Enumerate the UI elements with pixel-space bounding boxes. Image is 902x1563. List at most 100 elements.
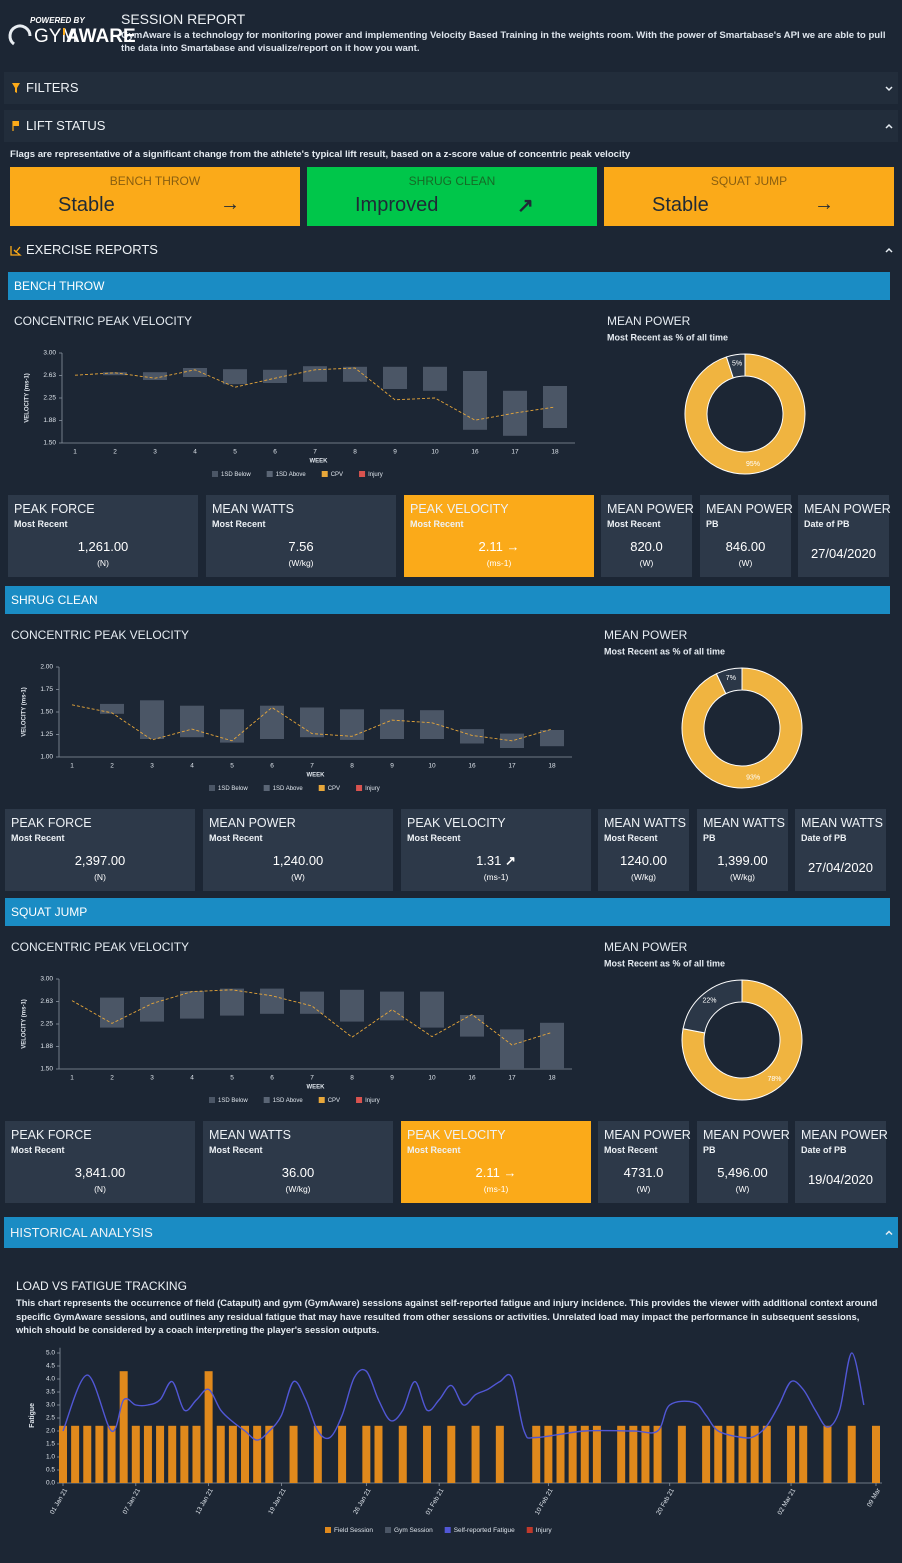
stat-value: 2,397.00	[5, 853, 195, 868]
status-card: SHRUG CLEAN Improved ↗	[307, 167, 597, 226]
section-bar[interactable]: LIFT STATUS	[4, 110, 898, 142]
stat-value: 2.11 →	[404, 539, 594, 554]
range-bar	[460, 729, 484, 744]
x-tick-label: 17	[508, 1075, 516, 1082]
donut-subtitle: Most Recent as % of all time	[607, 332, 728, 342]
legend-swatch	[325, 1527, 331, 1533]
stat-unit: (W/kg)	[729, 872, 756, 882]
x-tick-label: 4	[190, 763, 194, 770]
bar	[787, 1425, 796, 1483]
range-bar	[260, 988, 284, 1014]
x-tick-label: 3	[153, 449, 157, 456]
bar	[580, 1425, 589, 1483]
stat-sub: Most Recent	[11, 1145, 65, 1155]
stat-sub: Most Recent	[14, 519, 68, 529]
x-tick-label: 9	[393, 449, 397, 456]
y-tick-label: 1.50	[40, 1066, 53, 1073]
legend-swatch	[318, 1097, 325, 1103]
range-bar	[500, 733, 524, 748]
bar	[289, 1425, 298, 1483]
legend-label: 1SD Above	[276, 472, 307, 478]
stat-unit: (W)	[291, 872, 305, 882]
stat-value: 27/04/2020	[795, 860, 886, 875]
section-bar[interactable]: FILTERS	[4, 72, 898, 104]
bar	[799, 1425, 808, 1483]
x-axis-label: WEEK	[307, 1085, 326, 1091]
cpv-line	[71, 704, 553, 742]
stat-unit: (W)	[636, 1184, 651, 1194]
stat-unit: (N)	[97, 558, 109, 568]
stat-value: 27/04/2020	[798, 546, 889, 561]
stat-unit: (W/kg)	[630, 872, 657, 882]
stat-card: MEAN POWER Date of PB 27/04/2020	[798, 495, 891, 577]
stat-label: MEAN POWER	[706, 502, 793, 516]
bar	[253, 1425, 262, 1483]
y-tick-label: 2.63	[40, 998, 53, 1005]
bar	[702, 1425, 711, 1483]
bar	[192, 1425, 201, 1483]
x-tick-label: 3	[150, 1075, 154, 1082]
y-axis-label: Fatigue	[29, 1403, 36, 1428]
range-bar	[340, 709, 364, 740]
y-tick-label: 1.50	[43, 440, 56, 447]
stat-card: MEAN WATTS Most Recent 7.56 (W/kg)	[206, 495, 396, 577]
x-tick-label: 1	[73, 449, 77, 456]
bar	[241, 1425, 250, 1483]
stat-label: PEAK VELOCITY	[410, 502, 509, 516]
y-tick-label: 4.5	[46, 1363, 55, 1370]
donut-slice	[682, 979, 743, 1034]
bar	[726, 1425, 735, 1483]
stat-label: MEAN WATTS	[209, 1128, 291, 1142]
status-card: SQUAT JUMP Stable →	[604, 167, 894, 226]
stat-number: 2,397.00	[74, 853, 126, 868]
stat-sub: Most Recent	[212, 519, 266, 529]
stat-sub: Most Recent	[209, 1145, 263, 1155]
x-tick-label: 7	[310, 763, 314, 770]
range-bar	[103, 372, 127, 376]
donut-label: 22%	[702, 998, 716, 1005]
stat-number: 3,841.00	[74, 1165, 126, 1180]
stat-value: 36.00	[203, 1165, 393, 1180]
stat-unit: (W)	[639, 558, 654, 568]
range-bar	[220, 709, 244, 743]
bar	[119, 1371, 128, 1483]
stat-number: 4731.0	[623, 1165, 664, 1180]
stat-trend: ↗	[505, 853, 516, 868]
y-tick-label: 2.5	[46, 1415, 55, 1422]
range-bar	[540, 730, 564, 747]
x-tick-label: 6	[273, 449, 277, 456]
x-tick-label: 1	[70, 1075, 74, 1082]
stat-unit: (N)	[94, 872, 106, 882]
bar	[823, 1425, 832, 1483]
stat-number: 2.11	[478, 539, 503, 554]
stat-number: 36.00	[281, 1165, 315, 1180]
donut-subtitle: Most Recent as % of all time	[604, 958, 725, 968]
stat-card: MEAN WATTS PB 1,399.00 (W/kg)	[697, 809, 788, 891]
stat-unit: (ms-1)	[483, 872, 509, 882]
stat-sub: Most Recent	[11, 833, 65, 843]
legend-label: Field Session	[334, 1527, 373, 1534]
stat-value: 1,261.00	[8, 539, 198, 554]
x-tick-label: 17	[511, 449, 519, 456]
stat-card: PEAK FORCE Most Recent 2,397.00 (N)	[5, 809, 195, 891]
range-bar	[500, 1029, 524, 1069]
bar	[641, 1425, 650, 1483]
stat-value: 4731.0	[598, 1165, 689, 1180]
stat-unit: (N)	[94, 1184, 106, 1194]
stat-number: 2.11	[475, 1165, 500, 1180]
x-tick-label: 26 Jan 21	[352, 1487, 373, 1516]
stat-card: MEAN WATTS Most Recent 36.00 (W/kg)	[203, 1121, 393, 1203]
stat-card: MEAN WATTS Most Recent 1240.00 (W/kg)	[598, 809, 689, 891]
stat-label: MEAN WATTS	[604, 816, 686, 830]
x-tick-label: 5	[233, 449, 237, 456]
stat-sub: Most Recent	[407, 833, 461, 843]
stat-number: 1,240.00	[272, 853, 324, 868]
section-bar[interactable]: HISTORICAL ANALYSIS	[4, 1217, 898, 1248]
legend-swatch	[266, 471, 273, 477]
stat-sub: Most Recent	[604, 1145, 658, 1155]
bar	[216, 1425, 225, 1483]
exercise-bar: SQUAT JUMP	[5, 898, 890, 926]
y-tick-label: 1.0	[46, 1454, 55, 1461]
section-bar[interactable]: EXERCISE REPORTS	[4, 235, 898, 265]
bar	[872, 1425, 880, 1483]
